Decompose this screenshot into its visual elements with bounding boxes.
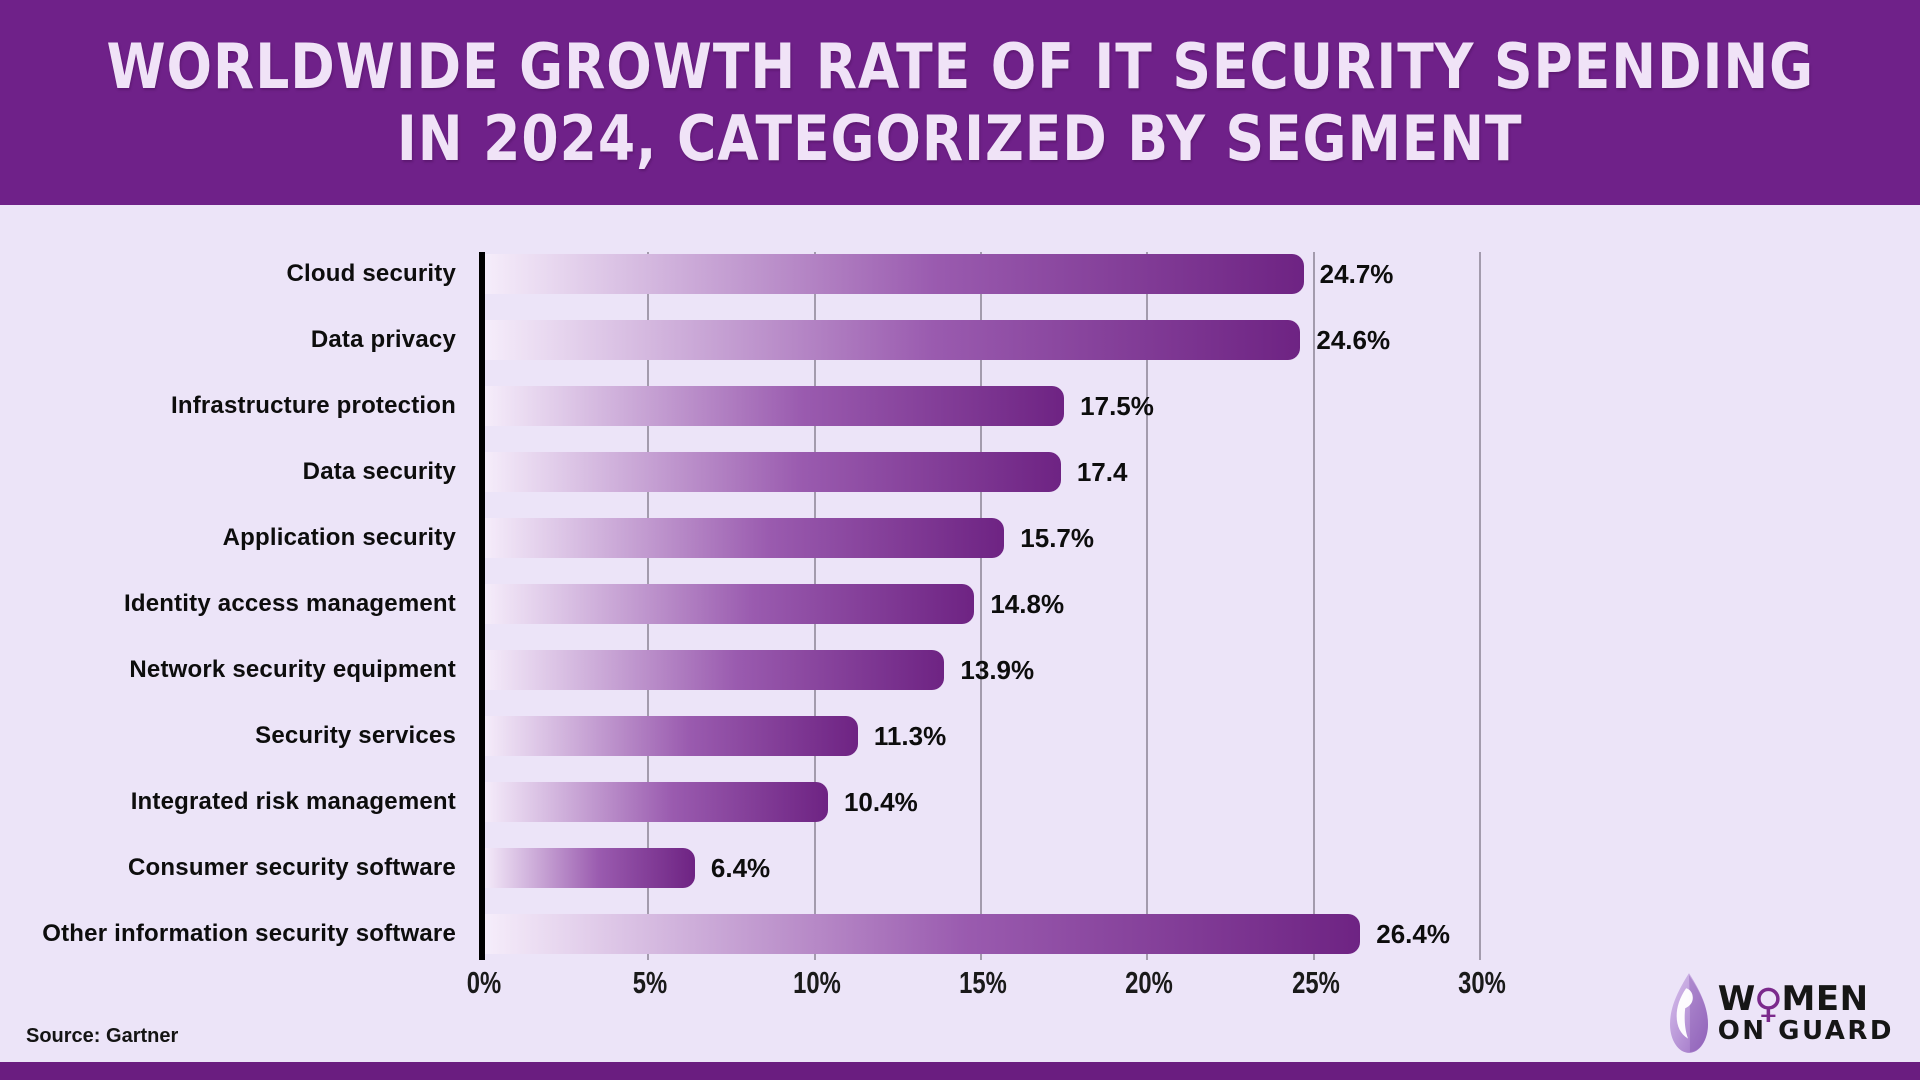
value-label: 15.7% — [1020, 523, 1095, 553]
title-banner: WORLDWIDE GROWTH RATE OF IT SECURITY SPE… — [0, 0, 1920, 205]
bar-segment — [482, 914, 1361, 954]
bar-segment — [482, 716, 858, 756]
source-note: Source: Gartner — [26, 1025, 179, 1047]
bar-segment — [482, 650, 945, 690]
category-label: Identity access management — [123, 590, 456, 617]
x-tick-label: 30% — [1458, 965, 1506, 1000]
category-label: Infrastructure protection — [170, 392, 456, 419]
value-label: 11.3% — [873, 721, 947, 751]
woman-face-leaf-icon — [1669, 973, 1708, 1053]
category-label: Other information security software — [42, 920, 456, 947]
x-tick-label: 15% — [959, 965, 1007, 1000]
bar-segment — [482, 584, 975, 624]
gridline-15 — [980, 252, 982, 960]
category-label: Application security — [222, 524, 456, 551]
chart-title-line1: WORLDWIDE GROWTH RATE OF IT SECURITY SPE… — [106, 30, 1814, 103]
category-label: Data privacy — [310, 326, 456, 353]
category-label: Data security — [302, 458, 456, 485]
value-label: 14.8% — [990, 589, 1065, 619]
logo-line1: W ♀ MEN — [1717, 979, 1869, 1027]
x-tick-label: 0% — [466, 965, 502, 1000]
value-label: 24.6% — [1316, 325, 1391, 355]
category-label: Integrated risk management — [130, 788, 456, 815]
bar-segment — [482, 848, 695, 888]
category-label: Network security equipment — [129, 656, 456, 683]
x-tick-label: 20% — [1125, 965, 1174, 1000]
bar-segment — [482, 386, 1065, 426]
value-label: 13.9% — [960, 655, 1035, 685]
bar-segment — [482, 518, 1005, 558]
bar-segment — [482, 452, 1061, 492]
women-on-guard-logo: W ♀ MEN ON GUARD — [1669, 968, 1894, 1058]
x-tick-label: 25% — [1291, 965, 1340, 1000]
value-label: 17.5% — [1080, 391, 1154, 421]
value-label: 6.4% — [710, 853, 771, 883]
logo-line1-pre: W — [1717, 979, 1756, 1019]
bottom-accent-bar — [0, 1062, 1920, 1080]
category-label: Cloud security — [286, 260, 456, 287]
bar-segment — [482, 254, 1304, 294]
value-label: 24.7% — [1319, 259, 1394, 289]
bar-segment — [482, 782, 828, 822]
logo-wordmark: W ♀ MEN ON GUARD — [1718, 982, 1894, 1044]
gridline-30 — [1479, 252, 1481, 960]
category-label: Security services — [255, 722, 456, 749]
bar-chart: 0% 5% 10% 15% 20% 25% 30% Cloud security 24.7% Da… — [0, 205, 1920, 1062]
logo-line1-post: MEN — [1781, 979, 1869, 1019]
logo-line2: ON GUARD — [1717, 1016, 1894, 1046]
category-label: Consumer security software — [128, 854, 456, 881]
gridline-25 — [1312, 252, 1315, 960]
value-label: 26.4% — [1376, 919, 1450, 949]
chart-title-line2: IN 2024, CATEGORIZED BY SEGMENT — [397, 102, 1523, 175]
x-tick-label: 10% — [792, 965, 841, 1000]
value-label: 10.4% — [843, 787, 918, 817]
x-tick-label: 5% — [633, 965, 668, 1000]
bar-segment — [482, 320, 1301, 360]
value-label: 17.4 — [1076, 457, 1128, 487]
y-axis-line — [479, 252, 485, 960]
gridline-20 — [1146, 252, 1149, 960]
